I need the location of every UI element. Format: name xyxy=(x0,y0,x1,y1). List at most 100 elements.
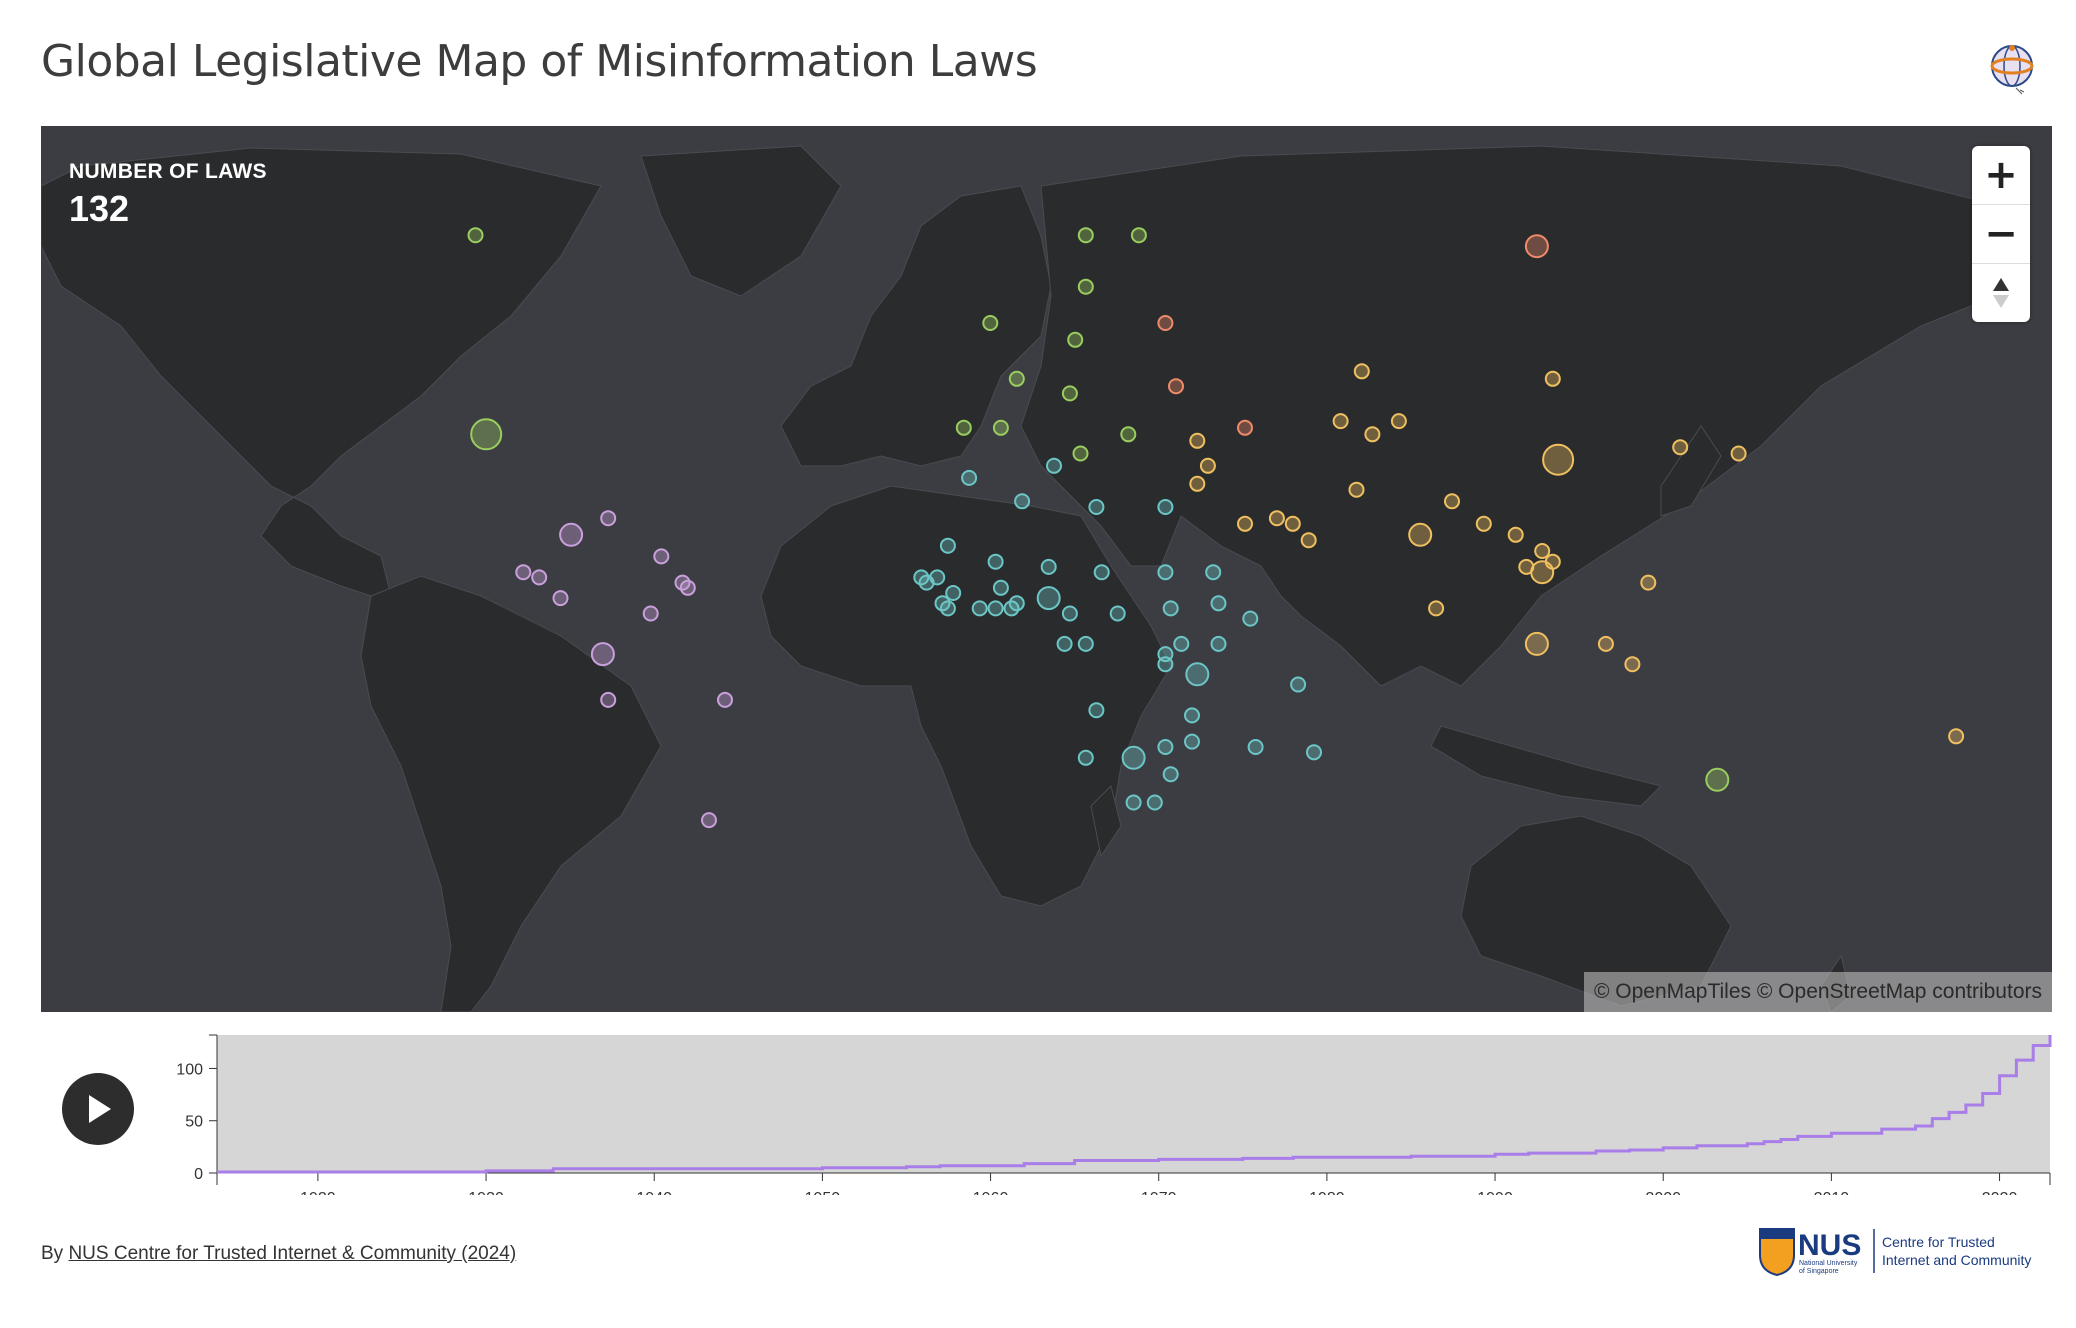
law-marker-europe_oceania[interactable] xyxy=(1120,426,1137,443)
law-marker-europe_oceania[interactable] xyxy=(1705,767,1730,792)
law-marker-africa[interactable] xyxy=(987,553,1004,570)
law-marker-asia[interactable] xyxy=(1300,532,1317,549)
law-marker-europe_oceania[interactable] xyxy=(955,419,972,436)
law-marker-europe_oceania[interactable] xyxy=(1061,385,1078,402)
law-marker-africa[interactable] xyxy=(1290,676,1307,693)
law-marker-asia[interactable] xyxy=(1624,656,1641,673)
law-marker-africa[interactable] xyxy=(1121,745,1146,770)
law-marker-africa[interactable] xyxy=(1061,605,1078,622)
law-marker-americas[interactable] xyxy=(515,564,532,581)
law-marker-africa[interactable] xyxy=(1056,635,1073,652)
law-marker-americas[interactable] xyxy=(590,642,615,667)
law-marker-africa[interactable] xyxy=(939,600,956,617)
law-marker-africa[interactable] xyxy=(1046,457,1062,474)
law-marker-africa[interactable] xyxy=(971,600,988,617)
timeline-chart[interactable]: 100 50 0 1920 1930 1940 1950 1960 1970 1980 1990 2… xyxy=(140,1025,2055,1195)
law-marker-asia[interactable] xyxy=(1444,493,1460,510)
law-marker-africa[interactable] xyxy=(1184,733,1200,750)
law-marker-africa[interactable] xyxy=(1157,564,1174,581)
law-marker-africa[interactable] xyxy=(1077,749,1094,766)
law-marker-asia[interactable] xyxy=(1408,522,1433,547)
law-marker-africa[interactable] xyxy=(1014,493,1031,510)
law-marker-asia[interactable] xyxy=(1390,413,1407,430)
marker-layer[interactable] xyxy=(467,227,1965,829)
law-marker-africa[interactable] xyxy=(992,579,1009,596)
law-marker-africa[interactable] xyxy=(1306,744,1322,761)
law-marker-africa[interactable] xyxy=(1242,610,1259,627)
law-marker-africa[interactable] xyxy=(1036,586,1061,611)
law-marker-asia[interactable] xyxy=(1534,543,1551,559)
law-marker-europe_oceania[interactable] xyxy=(1077,278,1094,295)
law-marker-africa[interactable] xyxy=(1088,499,1105,515)
law-marker-asia[interactable] xyxy=(1518,558,1535,575)
law-marker-asia[interactable] xyxy=(1507,526,1524,543)
map-canvas[interactable] xyxy=(41,126,2052,1012)
law-marker-asia[interactable] xyxy=(1268,510,1285,527)
law-marker-africa[interactable] xyxy=(1008,595,1025,612)
law-marker-eastern_europe[interactable] xyxy=(1157,315,1174,331)
law-marker-americas[interactable] xyxy=(701,812,717,829)
law-marker-africa[interactable] xyxy=(961,469,978,486)
openstreetmap-link[interactable]: © OpenStreetMap contributors xyxy=(1756,980,2042,1003)
law-marker-asia[interactable] xyxy=(1730,445,1747,462)
play-button[interactable] xyxy=(62,1073,134,1145)
law-marker-asia[interactable] xyxy=(1353,363,1370,380)
law-marker-asia[interactable] xyxy=(1544,553,1561,570)
law-marker-africa[interactable] xyxy=(1157,656,1174,673)
law-marker-africa[interactable] xyxy=(939,537,956,554)
law-marker-africa[interactable] xyxy=(1109,605,1126,622)
law-marker-africa[interactable] xyxy=(1157,499,1174,515)
law-marker-americas[interactable] xyxy=(642,605,659,622)
zoom-out-button[interactable]: − xyxy=(1972,205,2030,264)
law-marker-europe_oceania[interactable] xyxy=(1130,227,1147,244)
law-marker-asia[interactable] xyxy=(1948,728,1965,745)
law-marker-asia[interactable] xyxy=(1475,515,1492,532)
law-marker-asia[interactable] xyxy=(1640,574,1657,591)
law-marker-africa[interactable] xyxy=(929,569,946,586)
law-marker-africa[interactable] xyxy=(1146,794,1163,811)
law-marker-europe_oceania[interactable] xyxy=(470,418,503,451)
law-marker-africa[interactable] xyxy=(1040,558,1057,575)
law-marker-africa[interactable] xyxy=(1210,595,1227,612)
law-marker-asia[interactable] xyxy=(1597,635,1614,652)
law-marker-africa[interactable] xyxy=(1157,739,1174,755)
law-marker-asia[interactable] xyxy=(1428,600,1445,617)
law-marker-asia[interactable] xyxy=(1189,475,1206,492)
credit-link[interactable]: NUS Centre for Trusted Internet & Commun… xyxy=(68,1243,517,1264)
law-marker-africa[interactable] xyxy=(1210,635,1227,652)
law-marker-americas[interactable] xyxy=(531,569,548,586)
law-marker-asia[interactable] xyxy=(1284,515,1301,532)
law-marker-europe_oceania[interactable] xyxy=(467,227,484,244)
law-marker-africa[interactable] xyxy=(1093,564,1110,581)
law-marker-americas[interactable] xyxy=(679,579,696,596)
law-marker-asia[interactable] xyxy=(1237,515,1253,532)
law-marker-europe_oceania[interactable] xyxy=(982,315,999,331)
law-marker-africa[interactable] xyxy=(1088,702,1105,719)
law-marker-asia[interactable] xyxy=(1348,481,1365,498)
law-marker-asia[interactable] xyxy=(1672,439,1689,456)
law-marker-americas[interactable] xyxy=(653,548,670,565)
law-marker-europe_oceania[interactable] xyxy=(1067,331,1084,348)
law-marker-asia[interactable] xyxy=(1524,631,1549,656)
law-marker-africa[interactable] xyxy=(945,585,962,601)
law-marker-eastern_europe[interactable] xyxy=(1168,378,1184,395)
law-marker-americas[interactable] xyxy=(559,522,584,547)
openmaptiles-link[interactable]: © OpenMapTiles xyxy=(1593,980,1752,1003)
law-marker-europe_oceania[interactable] xyxy=(1008,370,1025,387)
law-marker-eastern_europe[interactable] xyxy=(1524,234,1549,259)
law-marker-africa[interactable] xyxy=(1077,635,1094,652)
law-marker-eastern_europe[interactable] xyxy=(1237,419,1253,436)
law-marker-asia[interactable] xyxy=(1199,457,1216,474)
law-marker-africa[interactable] xyxy=(1205,564,1222,581)
law-marker-asia[interactable] xyxy=(1332,413,1349,430)
law-marker-africa[interactable] xyxy=(1184,707,1200,724)
law-marker-americas[interactable] xyxy=(600,510,617,527)
law-marker-europe_oceania[interactable] xyxy=(992,419,1009,436)
law-marker-europe_oceania[interactable] xyxy=(1072,445,1089,462)
law-marker-africa[interactable] xyxy=(1247,739,1264,755)
law-marker-americas[interactable] xyxy=(600,691,617,708)
law-marker-africa[interactable] xyxy=(1162,766,1179,783)
zoom-in-button[interactable]: + xyxy=(1972,146,2030,205)
law-marker-africa[interactable] xyxy=(1125,794,1142,811)
law-marker-americas[interactable] xyxy=(717,691,733,708)
